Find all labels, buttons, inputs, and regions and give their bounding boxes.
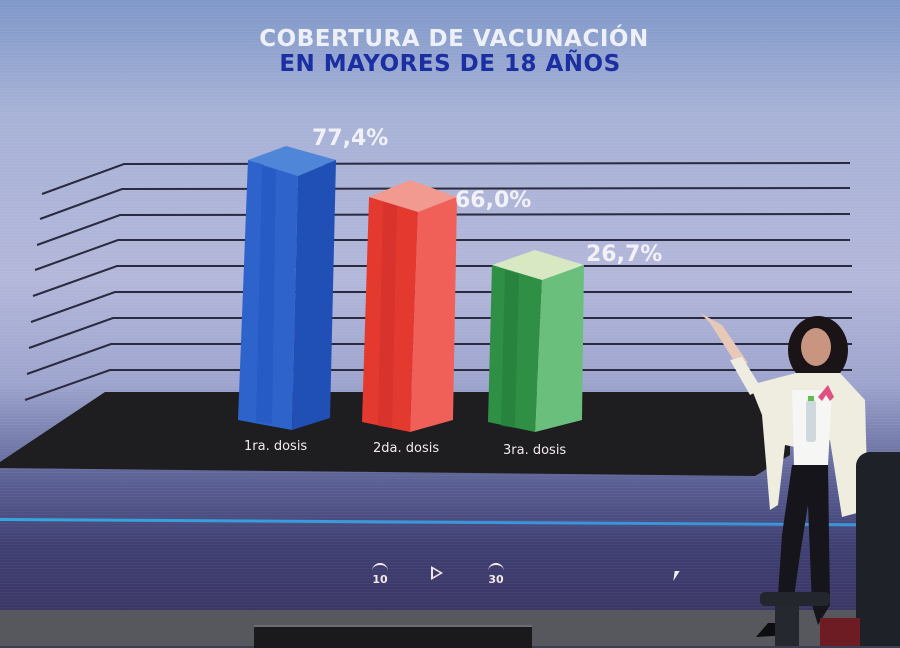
forward-30-button[interactable]: 30 [484, 563, 508, 586]
bar-value-3: 26,7% [586, 242, 663, 267]
bar-value-2: 66,0% [455, 188, 532, 213]
stage-monitor [254, 625, 532, 648]
chair-seat [820, 618, 860, 646]
chart-floor [0, 392, 790, 476]
slide-subtitle: EN MAYORES DE 18 AÑOS [279, 51, 621, 77]
chart-gridlines [24, 162, 852, 401]
bar-label-1: 1ra. dosis [244, 439, 308, 454]
rewind-icon [372, 563, 388, 573]
play-icon[interactable] [431, 566, 443, 580]
bar-2da-dosis [362, 180, 457, 432]
presenter-figure [700, 313, 868, 637]
slide-title: COBERTURA DE VACUNACIÓN [259, 26, 649, 52]
chair-post [775, 604, 799, 646]
bar-label-3: 3ra. dosis [503, 443, 567, 458]
chair-arm [760, 592, 830, 606]
bar-label-2: 2da. dosis [373, 441, 440, 456]
bar-3ra-dosis [488, 250, 584, 432]
forward-icon [488, 563, 504, 573]
rewind-10-button[interactable]: 10 [368, 563, 392, 586]
bar-value-1: 77,4% [312, 126, 389, 151]
chair-back [856, 452, 900, 646]
bar-1ra-dosis [238, 146, 336, 430]
